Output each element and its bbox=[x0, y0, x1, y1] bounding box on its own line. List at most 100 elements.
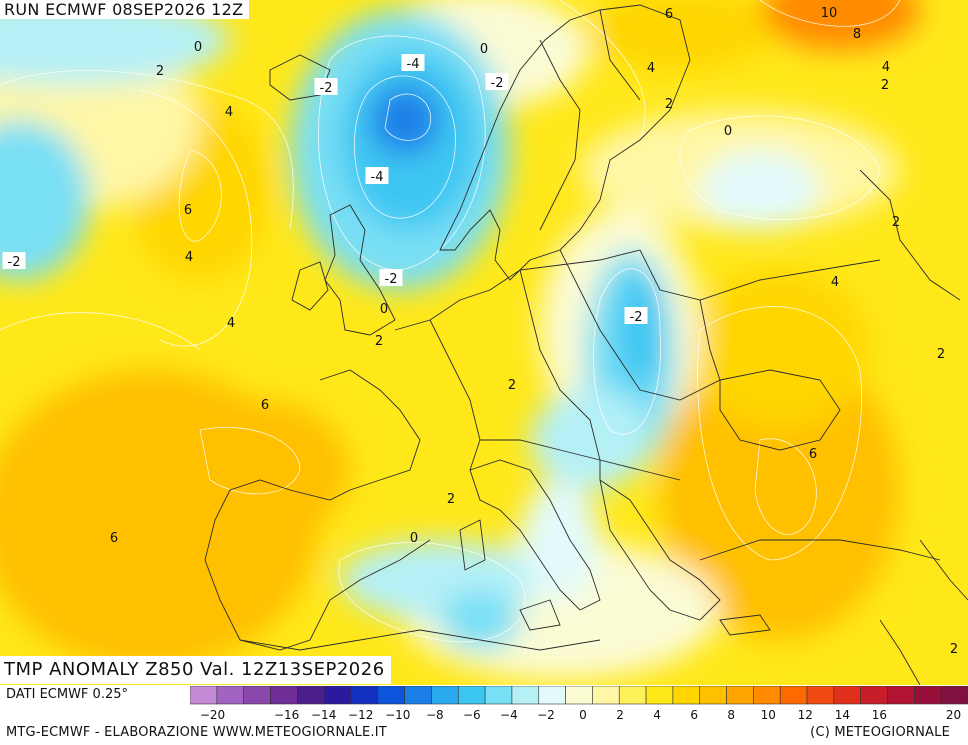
contour-label: 0 bbox=[480, 42, 488, 57]
contour-label-text: 6 bbox=[809, 447, 817, 462]
contour-label: 2 bbox=[937, 347, 945, 362]
contour-label-text: 8 bbox=[853, 27, 861, 42]
legend-tick-label: 2 bbox=[616, 708, 624, 722]
contour-label: -4 bbox=[401, 54, 425, 72]
contour-label: 2 bbox=[881, 78, 889, 93]
legend-color-cell bbox=[726, 686, 754, 705]
contour-label-text: 4 bbox=[831, 275, 839, 290]
contour-label-text: -4 bbox=[371, 170, 384, 185]
contour-label: 2 bbox=[156, 64, 164, 79]
data-source-label: DATI ECMWF 0.25° bbox=[6, 687, 128, 702]
contour-label: 4 bbox=[225, 105, 233, 120]
contour-label-text: 4 bbox=[225, 105, 233, 120]
legend-color-cell bbox=[323, 686, 352, 705]
legend-color-cell bbox=[431, 686, 459, 705]
legend-tick-label: −6 bbox=[463, 708, 481, 722]
legend-tick-label: −4 bbox=[500, 708, 518, 722]
legend-color-cell bbox=[860, 686, 888, 705]
contour-label: 6 bbox=[184, 203, 192, 218]
contour-label: 0 bbox=[410, 531, 418, 546]
legend-tick-label: −8 bbox=[426, 708, 444, 722]
legend-color-cell bbox=[592, 686, 620, 705]
contour-label: -2 bbox=[379, 269, 403, 287]
contour-label: 0 bbox=[194, 40, 202, 55]
contour-label-text: 6 bbox=[184, 203, 192, 218]
contour-label: 2 bbox=[447, 492, 455, 507]
contour-label: 4 bbox=[227, 316, 235, 331]
contour-label-text: 4 bbox=[882, 60, 890, 75]
legend-color-cell bbox=[672, 686, 701, 705]
contour-label-text: 2 bbox=[937, 347, 945, 362]
legend-color-cell bbox=[350, 686, 379, 705]
legend-color-cell bbox=[216, 686, 244, 705]
contour-label: 4 bbox=[185, 250, 193, 265]
legend-color-cell bbox=[511, 686, 540, 705]
legend-color-cell bbox=[297, 686, 325, 705]
contour-label: 2 bbox=[508, 378, 516, 393]
legend-color-cell bbox=[887, 686, 915, 705]
contour-label-text: 2 bbox=[950, 642, 958, 657]
legend-color-cell bbox=[377, 686, 405, 705]
contour-label-text: -2 bbox=[491, 76, 504, 91]
legend-color-cell bbox=[753, 686, 781, 705]
legend-color-cell bbox=[538, 686, 566, 705]
legend-tick-label: −14 bbox=[311, 708, 336, 722]
legend-tick-label: −10 bbox=[385, 708, 410, 722]
legend-tick-label: 4 bbox=[653, 708, 661, 722]
legend-tick-label: 8 bbox=[727, 708, 735, 722]
legend-tick-label: 10 bbox=[761, 708, 776, 722]
contour-label: -2 bbox=[485, 73, 509, 91]
legend-tick-label: 12 bbox=[798, 708, 813, 722]
contour-label-text: 0 bbox=[724, 124, 732, 139]
legend-color-cell bbox=[914, 686, 942, 705]
contour-label: 4 bbox=[882, 60, 890, 75]
contour-label-text: 4 bbox=[647, 61, 655, 76]
credit-right: (C) METEOGIORNALE bbox=[810, 725, 950, 740]
legend-tick-label: 16 bbox=[872, 708, 887, 722]
contour-label: 6 bbox=[110, 531, 118, 546]
contour-label: 0 bbox=[380, 302, 388, 317]
contour-label: -2 bbox=[2, 252, 26, 270]
contour-label: 6 bbox=[809, 447, 817, 462]
legend-tick-label: −16 bbox=[274, 708, 299, 722]
legend-color-cell bbox=[699, 686, 727, 705]
contour-label: 10 bbox=[821, 6, 838, 21]
contour-label: 8 bbox=[853, 27, 861, 42]
contour-label: 2 bbox=[892, 215, 900, 230]
legend-color-cell bbox=[565, 686, 593, 705]
contour-label-text: 2 bbox=[892, 215, 900, 230]
legend-color-cell bbox=[618, 686, 647, 705]
contour-label-text: -2 bbox=[320, 81, 333, 96]
contour-label-text: -4 bbox=[407, 57, 420, 72]
legend-color-cell bbox=[484, 686, 513, 705]
contour-label-text: -2 bbox=[385, 272, 398, 287]
legend-tick-label: −12 bbox=[348, 708, 373, 722]
legend-tick-label: −2 bbox=[537, 708, 555, 722]
legend-color-cell bbox=[779, 686, 808, 705]
contour-label-text: 0 bbox=[410, 531, 418, 546]
contour-label: -2 bbox=[314, 78, 338, 96]
credit-left: MTG-ECMWF - ELABORAZIONE WWW.METEOGIORNA… bbox=[6, 725, 387, 740]
contour-label-text: 6 bbox=[110, 531, 118, 546]
contour-label-text: 6 bbox=[665, 7, 673, 22]
legend-tick-label: 0 bbox=[579, 708, 587, 722]
legend-color-cell bbox=[404, 686, 432, 705]
legend-tick-label: 20 bbox=[946, 708, 961, 722]
contour-label-text: -2 bbox=[8, 255, 21, 270]
valid-time-label: TMP ANOMALY Z850 Val. 12Z13SEP2026 bbox=[0, 656, 391, 684]
legend-color-cell bbox=[645, 686, 674, 705]
contour-label: 6 bbox=[261, 398, 269, 413]
legend-color-cell bbox=[270, 686, 298, 705]
contour-label: 4 bbox=[831, 275, 839, 290]
temperature-anomaly-map: 0 2 4 6 4 4 -2 6 6 -2 -4 0 -2 -4 -2 0 2 6 4 2 0 -2 2 2 0 10 8 4 2 2 4 2… bbox=[0, 0, 968, 685]
contour-label-text: 2 bbox=[665, 97, 673, 112]
footer: DATI ECMWF 0.25° −20 −16 −14 −12 −10 −8 −6 −4 −2… bbox=[0, 685, 968, 745]
contour-label-text: 4 bbox=[227, 316, 235, 331]
legend-color-cell bbox=[940, 686, 968, 705]
contour-label: -2 bbox=[624, 307, 648, 325]
contour-label-text: 2 bbox=[508, 378, 516, 393]
legend-color-cell bbox=[243, 686, 271, 705]
legend-color-cell bbox=[806, 686, 835, 705]
contour-label-layer: 0 2 4 6 4 4 -2 6 6 -2 -4 0 -2 -4 -2 0 2 6 4 2 0 -2 2 2 0 10 8 4 2 2 4 2… bbox=[2, 6, 958, 657]
contour-label: 6 bbox=[665, 7, 673, 22]
